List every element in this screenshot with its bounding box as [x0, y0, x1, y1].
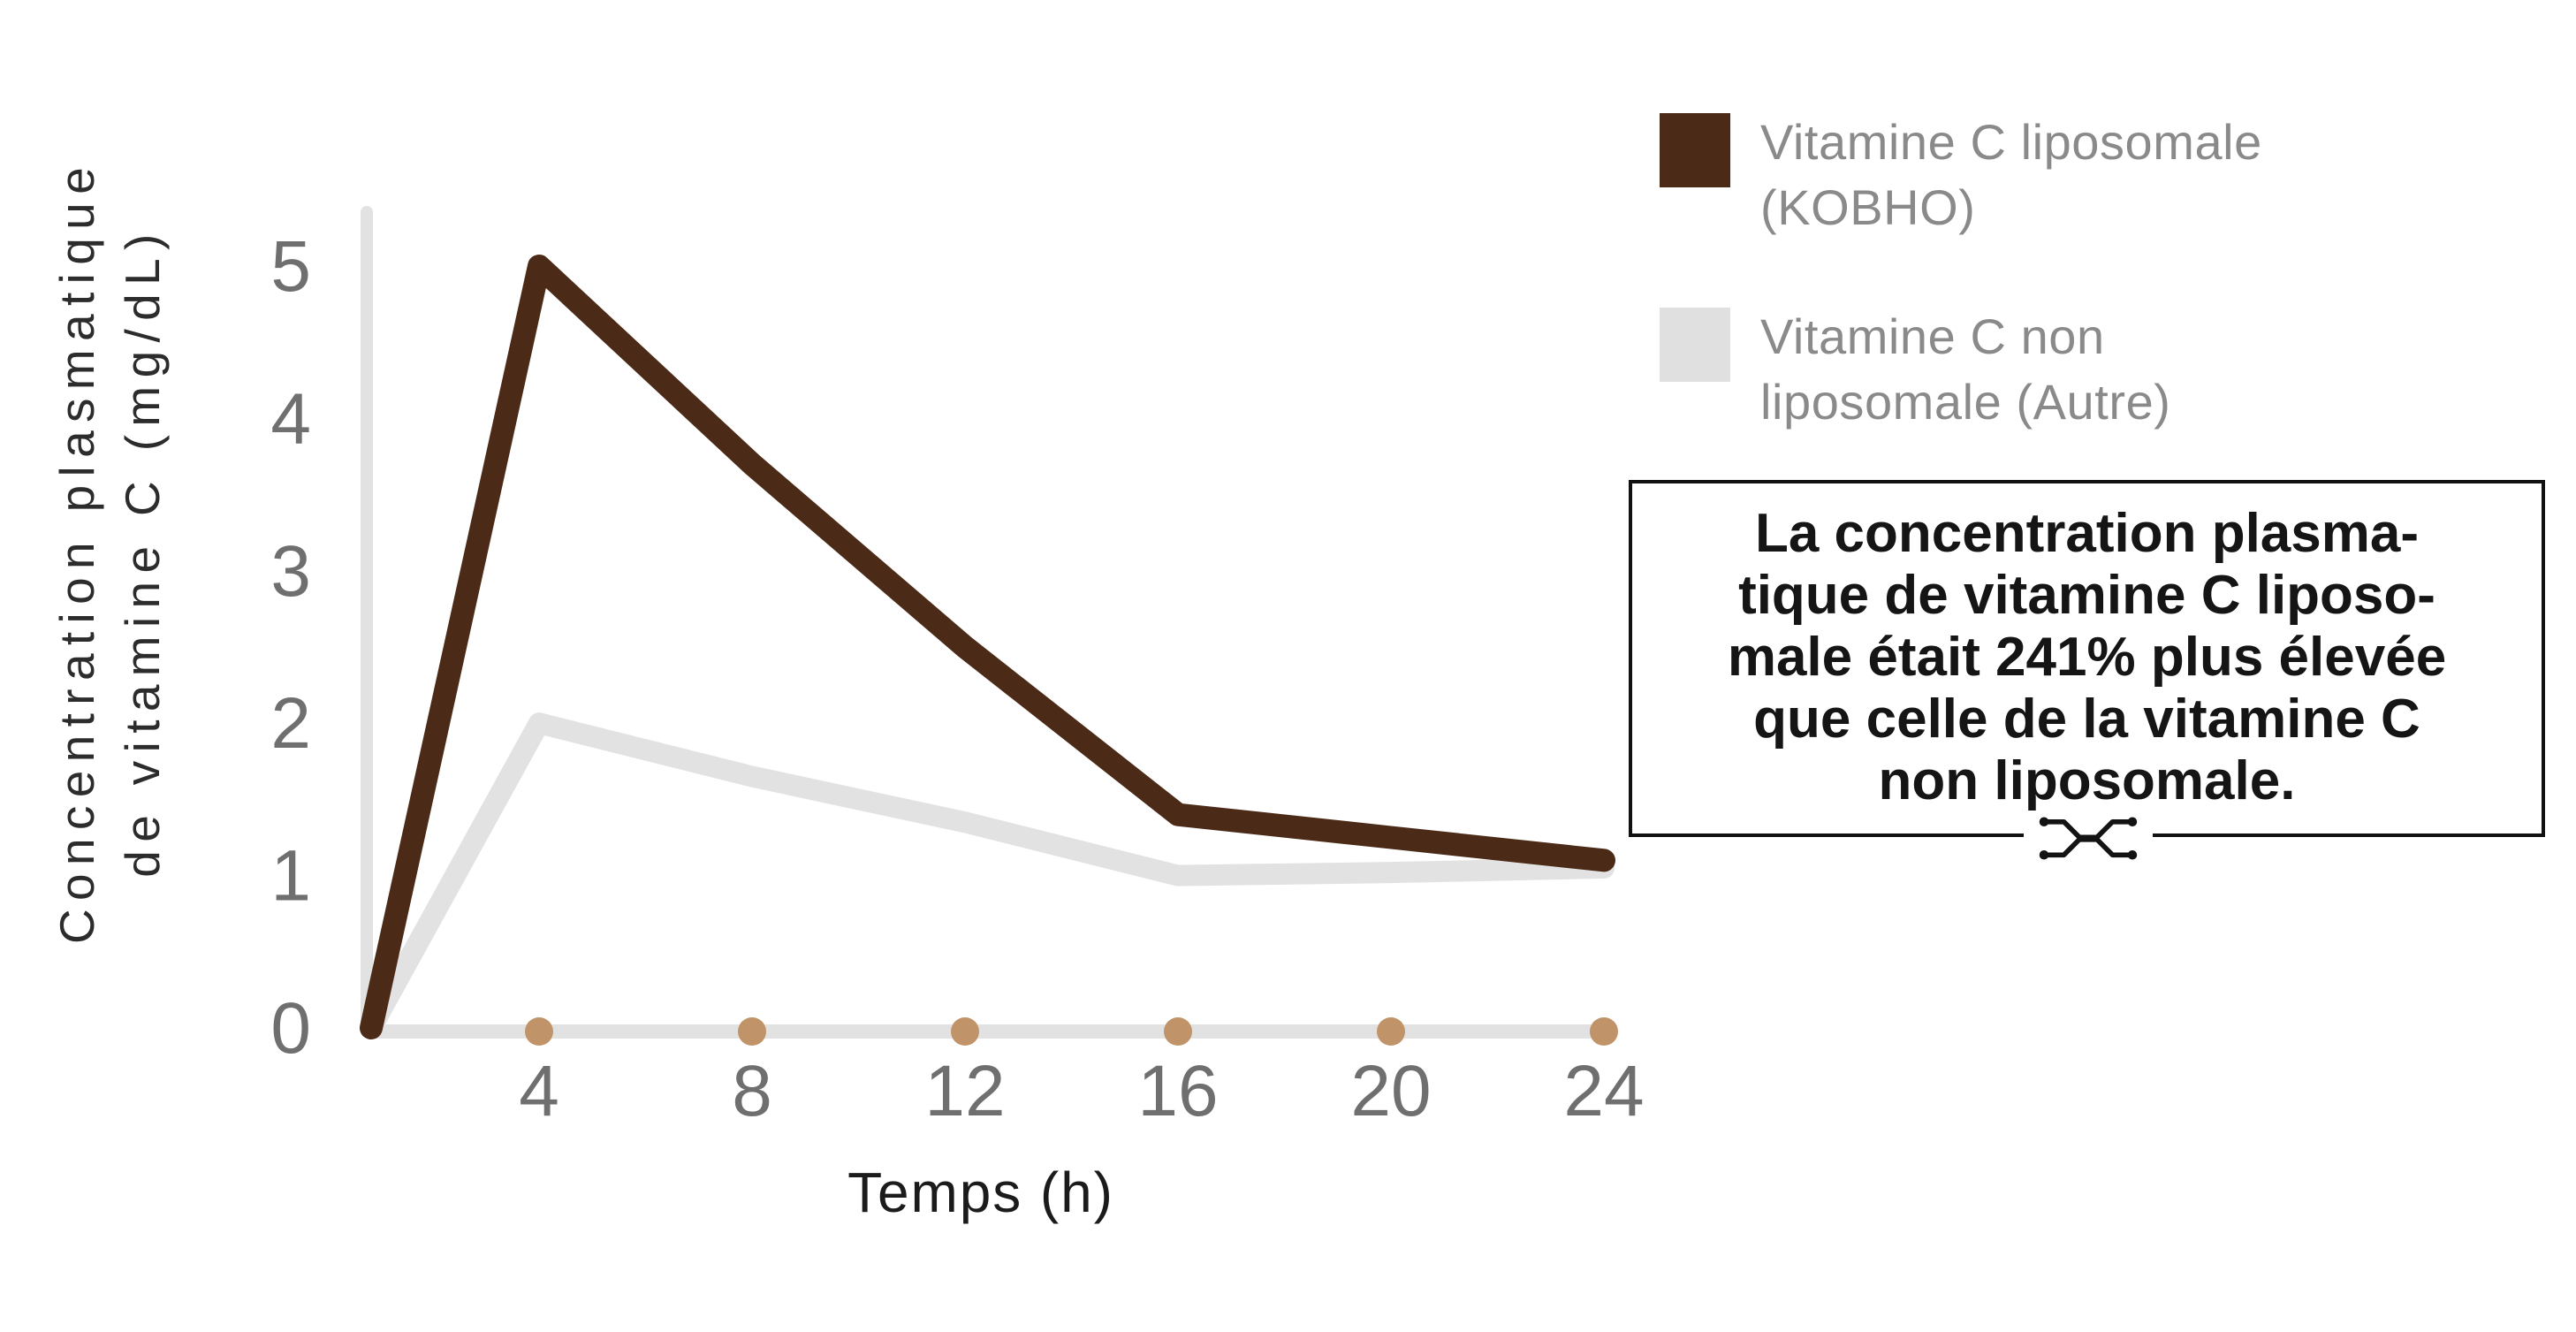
legend: Vitamine C liposomale (KOBHO) Vitamine C…: [1660, 110, 2262, 435]
y-axis-title-line2: de vitamine C (mg/dL): [115, 225, 170, 878]
crossover-ornament: [2024, 811, 2153, 864]
annotation-line: que celle de la vitamine C: [1753, 689, 2420, 750]
annotation-box: La concentration plasma- tique de vitami…: [1629, 480, 2545, 837]
legend-item-liposomale: Vitamine C liposomale (KOBHO): [1660, 110, 2262, 240]
axis-marker-dot: [1164, 1017, 1192, 1046]
y-tick-label: 0: [270, 988, 311, 1069]
legend-swatch-liposomale: [1660, 113, 1730, 187]
series-line-non-liposomale: [361, 712, 1615, 1039]
y-tick-label: 5: [270, 226, 311, 307]
axis-marker-dot: [525, 1017, 553, 1046]
annotation-line: male était 241% plus élevée: [1727, 627, 2447, 688]
y-tick-label: 2: [270, 683, 311, 764]
x-tick-label: 16: [1137, 1051, 1218, 1131]
crossover-ornament-icon: [2039, 817, 2138, 859]
axis-marker-dot: [1377, 1017, 1405, 1046]
y-tick-label: 3: [270, 531, 311, 612]
legend-swatch-non-liposomale: [1660, 307, 1730, 382]
y-axis-title: Concentration plasmatique de vitamine C …: [44, 65, 175, 1038]
legend-item-non-liposomale: Vitamine C non liposomale (Autre): [1660, 304, 2262, 435]
annotation-line: La concentration plasma-: [1754, 503, 2420, 564]
y-axis-title-line1: Concentration plasmatique: [49, 158, 104, 945]
x-tick-label: 20: [1350, 1051, 1431, 1131]
axis-marker-dot: [951, 1017, 979, 1046]
legend-label-liposomale: Vitamine C liposomale (KOBHO): [1760, 114, 2262, 235]
x-axis-title: Temps (h): [847, 1161, 1114, 1224]
y-tick-label: 4: [270, 378, 311, 459]
series-line-liposomale: [360, 255, 1615, 1039]
x-tick-label: 24: [1563, 1051, 1644, 1131]
y-tick-label: 1: [270, 836, 311, 917]
x-tick-label: 12: [924, 1051, 1005, 1131]
annotation-line: tique de vitamine C liposo-: [1738, 565, 2435, 626]
x-tick-label: 4: [519, 1051, 559, 1131]
annotation-line: non liposomale.: [1878, 750, 2296, 811]
legend-label-non-liposomale: Vitamine C non liposomale (Autre): [1760, 308, 2171, 430]
axis-marker-dot: [1590, 1017, 1618, 1046]
x-tick-label: 8: [732, 1051, 772, 1131]
axis-marker-dot: [738, 1017, 766, 1046]
